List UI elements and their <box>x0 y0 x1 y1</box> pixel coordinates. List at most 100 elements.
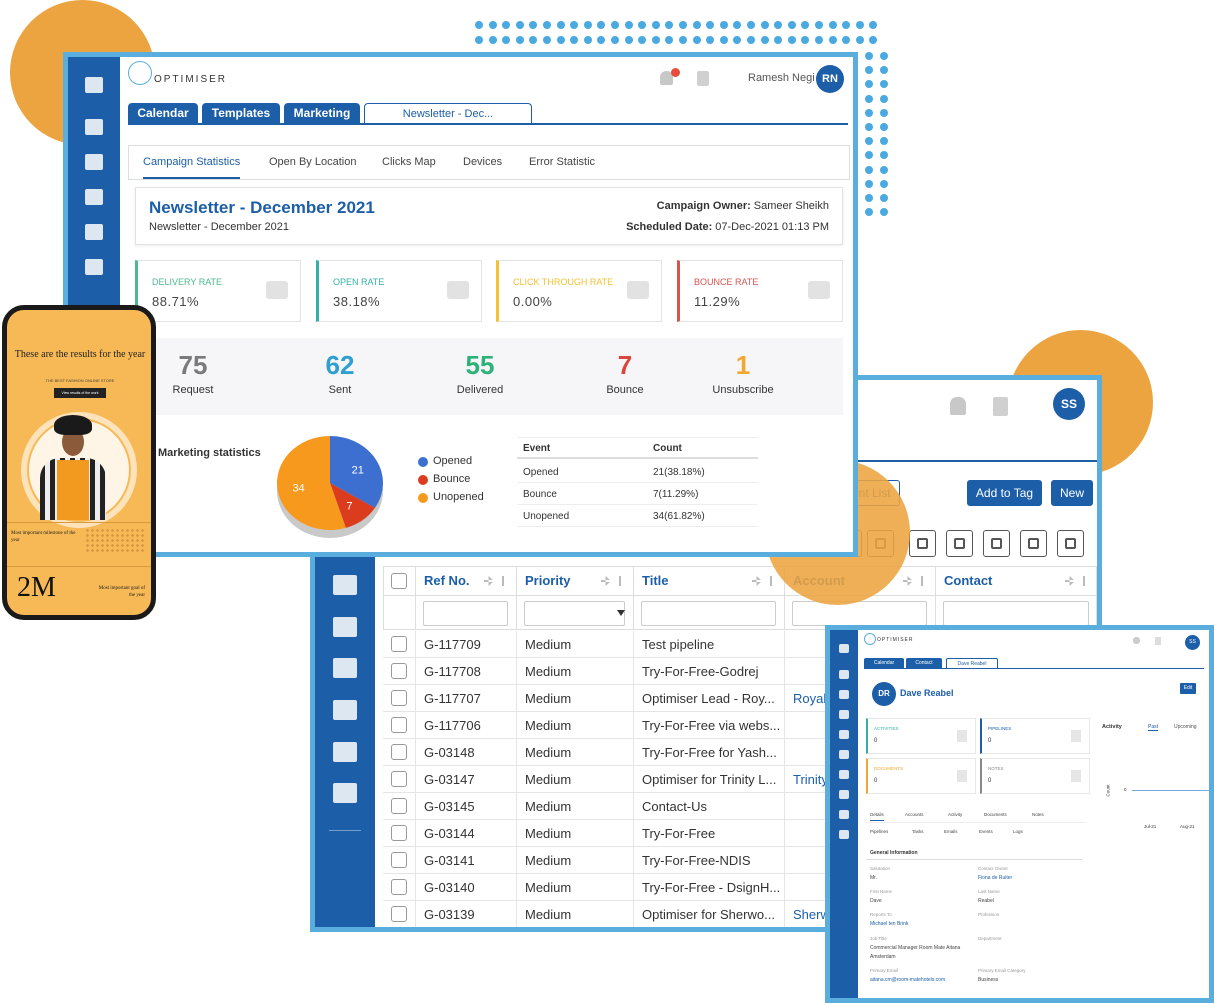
column-divider <box>516 766 517 793</box>
filter-input[interactable] <box>524 601 625 626</box>
section-tab[interactable]: Pipelines <box>870 829 889 834</box>
activity-tab[interactable]: Upcoming <box>1174 724 1197 730</box>
legend-dot <box>418 493 428 503</box>
column-header[interactable]: Contact <box>944 573 993 588</box>
dot <box>679 36 687 44</box>
divider <box>7 522 151 523</box>
sort-icon[interactable] <box>903 576 912 586</box>
dot <box>880 151 888 160</box>
dot <box>865 137 873 146</box>
axis-label: Count <box>1105 784 1111 797</box>
column-header[interactable]: Ref No. <box>424 573 470 588</box>
legend-label: Opened <box>433 455 473 467</box>
date-value: 07-Dec-2021 01:13 PM <box>715 221 829 233</box>
checkbox[interactable] <box>391 771 407 787</box>
activity-tab[interactable]: Past <box>1148 724 1159 731</box>
button[interactable]: Add to Tag <box>967 480 1042 506</box>
checkbox[interactable] <box>391 798 407 814</box>
filter-input[interactable] <box>641 601 776 626</box>
field-value: Dave <box>870 898 882 904</box>
dot <box>611 21 619 29</box>
dot <box>865 80 873 89</box>
filter-input[interactable] <box>423 601 508 626</box>
tab[interactable]: Calendar <box>128 103 198 124</box>
icon-button[interactable] <box>946 530 973 557</box>
column-divider <box>415 566 416 630</box>
dot <box>624 21 633 29</box>
dot <box>869 21 878 29</box>
icon-button[interactable] <box>1057 530 1084 557</box>
checkbox[interactable] <box>391 879 407 895</box>
column-divider <box>516 847 517 874</box>
column-divider <box>784 847 785 874</box>
dot <box>706 36 715 44</box>
section-tab[interactable]: Details <box>870 812 884 821</box>
subtab[interactable]: Devices <box>463 156 503 168</box>
bell-icon[interactable] <box>660 71 673 85</box>
checkbox[interactable] <box>391 636 407 652</box>
tab[interactable]: Calendar <box>864 658 904 669</box>
tab[interactable]: Dave Reabel <box>946 658 998 669</box>
divider <box>7 566 151 567</box>
edit-button[interactable]: Edit <box>1180 683 1196 694</box>
button[interactable]: New <box>1051 480 1093 506</box>
tab[interactable]: Marketing <box>284 103 360 124</box>
field-value: Michael ten Brink <box>870 921 909 927</box>
section-tab[interactable]: Notes <box>1032 812 1044 817</box>
column-header[interactable]: Title <box>642 573 669 588</box>
table-row <box>383 631 1097 658</box>
dot <box>880 80 888 89</box>
dot <box>801 21 810 29</box>
section-tab[interactable]: Tasks <box>912 829 924 834</box>
subtab[interactable]: Clicks Map <box>382 156 436 168</box>
sort-icon[interactable] <box>752 576 761 586</box>
tab[interactable]: Contact <box>906 658 942 669</box>
tab[interactable]: Newsletter - Dec... <box>364 103 532 124</box>
section-tab[interactable]: Emails <box>944 829 958 834</box>
subtab[interactable]: Open By Location <box>269 156 357 168</box>
dot <box>651 21 660 29</box>
table-cell: Medium <box>525 718 572 733</box>
dot <box>865 151 873 160</box>
dot <box>842 36 851 44</box>
section-tab[interactable]: Logs <box>1013 829 1023 834</box>
task-icon[interactable] <box>993 397 1008 416</box>
checkbox[interactable] <box>391 852 407 868</box>
tab[interactable]: Templates <box>202 103 280 124</box>
sort-icon[interactable] <box>601 576 610 586</box>
checkbox[interactable] <box>391 825 407 841</box>
checkbox[interactable] <box>391 717 407 733</box>
field-label: Primary Email Category <box>978 968 1026 973</box>
sort-icon[interactable] <box>1065 576 1074 586</box>
task-icon[interactable] <box>697 71 709 86</box>
table-cell: Medium <box>525 826 572 841</box>
dot <box>787 36 796 44</box>
icon-button[interactable] <box>1020 530 1047 557</box>
checkbox[interactable] <box>391 744 407 760</box>
dot <box>475 36 483 44</box>
column-divider <box>633 739 634 766</box>
icon-button[interactable] <box>983 530 1010 557</box>
checkbox[interactable] <box>391 906 407 922</box>
section-tab[interactable]: Activity <box>948 812 963 817</box>
divider <box>329 830 361 831</box>
legend-dot <box>418 457 428 467</box>
icon-button[interactable] <box>909 530 936 557</box>
cta-button[interactable]: View results of the work <box>54 388 106 398</box>
icon <box>85 119 103 135</box>
column-divider <box>415 793 416 820</box>
section-tab[interactable]: Events <box>979 829 993 834</box>
rate-icon <box>627 281 649 299</box>
section-tab[interactable]: Accounts <box>905 812 924 817</box>
icon <box>839 690 849 699</box>
checkbox[interactable] <box>391 663 407 679</box>
sort-icon[interactable] <box>484 576 493 586</box>
subtab[interactable]: Error Statistic <box>529 156 596 168</box>
column-header[interactable]: Priority <box>525 573 571 588</box>
subtab[interactable]: Campaign Statistics <box>143 156 241 179</box>
count-value: 75 <box>178 350 208 380</box>
section-tab[interactable]: Documents <box>984 812 1007 817</box>
checkbox[interactable] <box>391 573 407 589</box>
checkbox[interactable] <box>391 690 407 706</box>
bell-icon[interactable] <box>950 397 966 415</box>
